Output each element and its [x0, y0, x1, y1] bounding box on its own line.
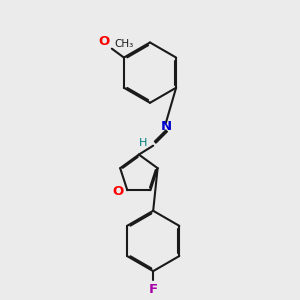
Text: CH₃: CH₃	[114, 39, 134, 49]
Text: O: O	[112, 185, 124, 198]
Text: F: F	[148, 283, 158, 296]
Text: N: N	[160, 120, 171, 133]
Text: H: H	[139, 138, 148, 148]
Text: O: O	[98, 35, 110, 48]
